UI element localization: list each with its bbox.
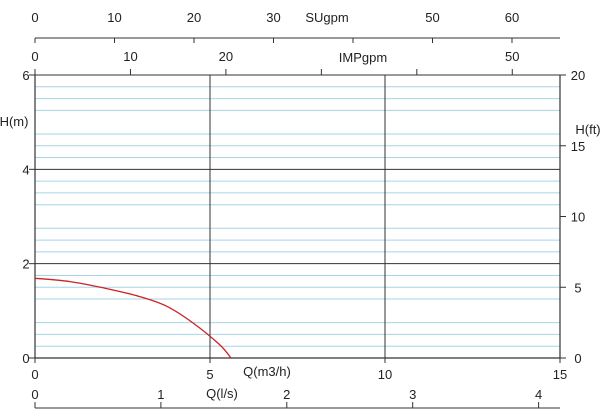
y-right-tick-label: 10 [571, 210, 585, 225]
y-right-tick-label: 5 [574, 280, 581, 295]
y-right-tick-label: 15 [571, 139, 585, 154]
bottom-axis-ls-label: Q(l/s) [206, 386, 238, 401]
impgpm-tick-label: 0 [31, 49, 38, 64]
y-left-tick-label: 0 [22, 351, 29, 366]
pump-curve-line [34, 277, 232, 359]
impgpm-tick-label: 50 [505, 49, 519, 64]
x-axis-label: Q(m3/h) [243, 364, 291, 379]
usgpm-tick-label: 20 [187, 10, 201, 25]
usgpm-tick-label: 10 [107, 10, 121, 25]
x-tick-label: 15 [553, 367, 567, 382]
ls-tick-label: 0 [31, 387, 38, 402]
ls-tick-label: 3 [409, 387, 416, 402]
y-right-tick-label: 20 [571, 68, 585, 83]
ls-tick-label: 2 [283, 387, 290, 402]
axes [34, 37, 561, 409]
usgpm-tick-label: 30 [266, 10, 280, 25]
x-tick-label: 0 [31, 367, 38, 382]
usgpm-tick-label: 60 [505, 10, 519, 25]
usgpm-tick-label: 0 [31, 10, 38, 25]
y-left-tick-label: 6 [22, 68, 29, 83]
top-axis-usgpm-label: SUgpm [305, 10, 348, 25]
grid [35, 74, 561, 358]
ls-tick-label: 1 [157, 387, 164, 402]
impgpm-tick-label: 20 [219, 49, 233, 64]
x-tick-label: 10 [378, 367, 392, 382]
y-left-tick-label: 4 [22, 162, 29, 177]
top-axis-impgpm-label: IMPgpm [339, 50, 387, 65]
x-tick-label: 5 [206, 367, 213, 382]
y-axis-right-label: H(ft) [575, 122, 600, 137]
usgpm-tick-label: 50 [425, 10, 439, 25]
y-left-tick-label: 2 [22, 257, 29, 272]
series-layer [34, 277, 232, 359]
impgpm-tick-label: 10 [123, 49, 137, 64]
ls-tick-label: 4 [535, 387, 542, 402]
y-axis-left-label: H(m) [0, 114, 28, 129]
y-right-tick-label: 0 [574, 351, 581, 366]
